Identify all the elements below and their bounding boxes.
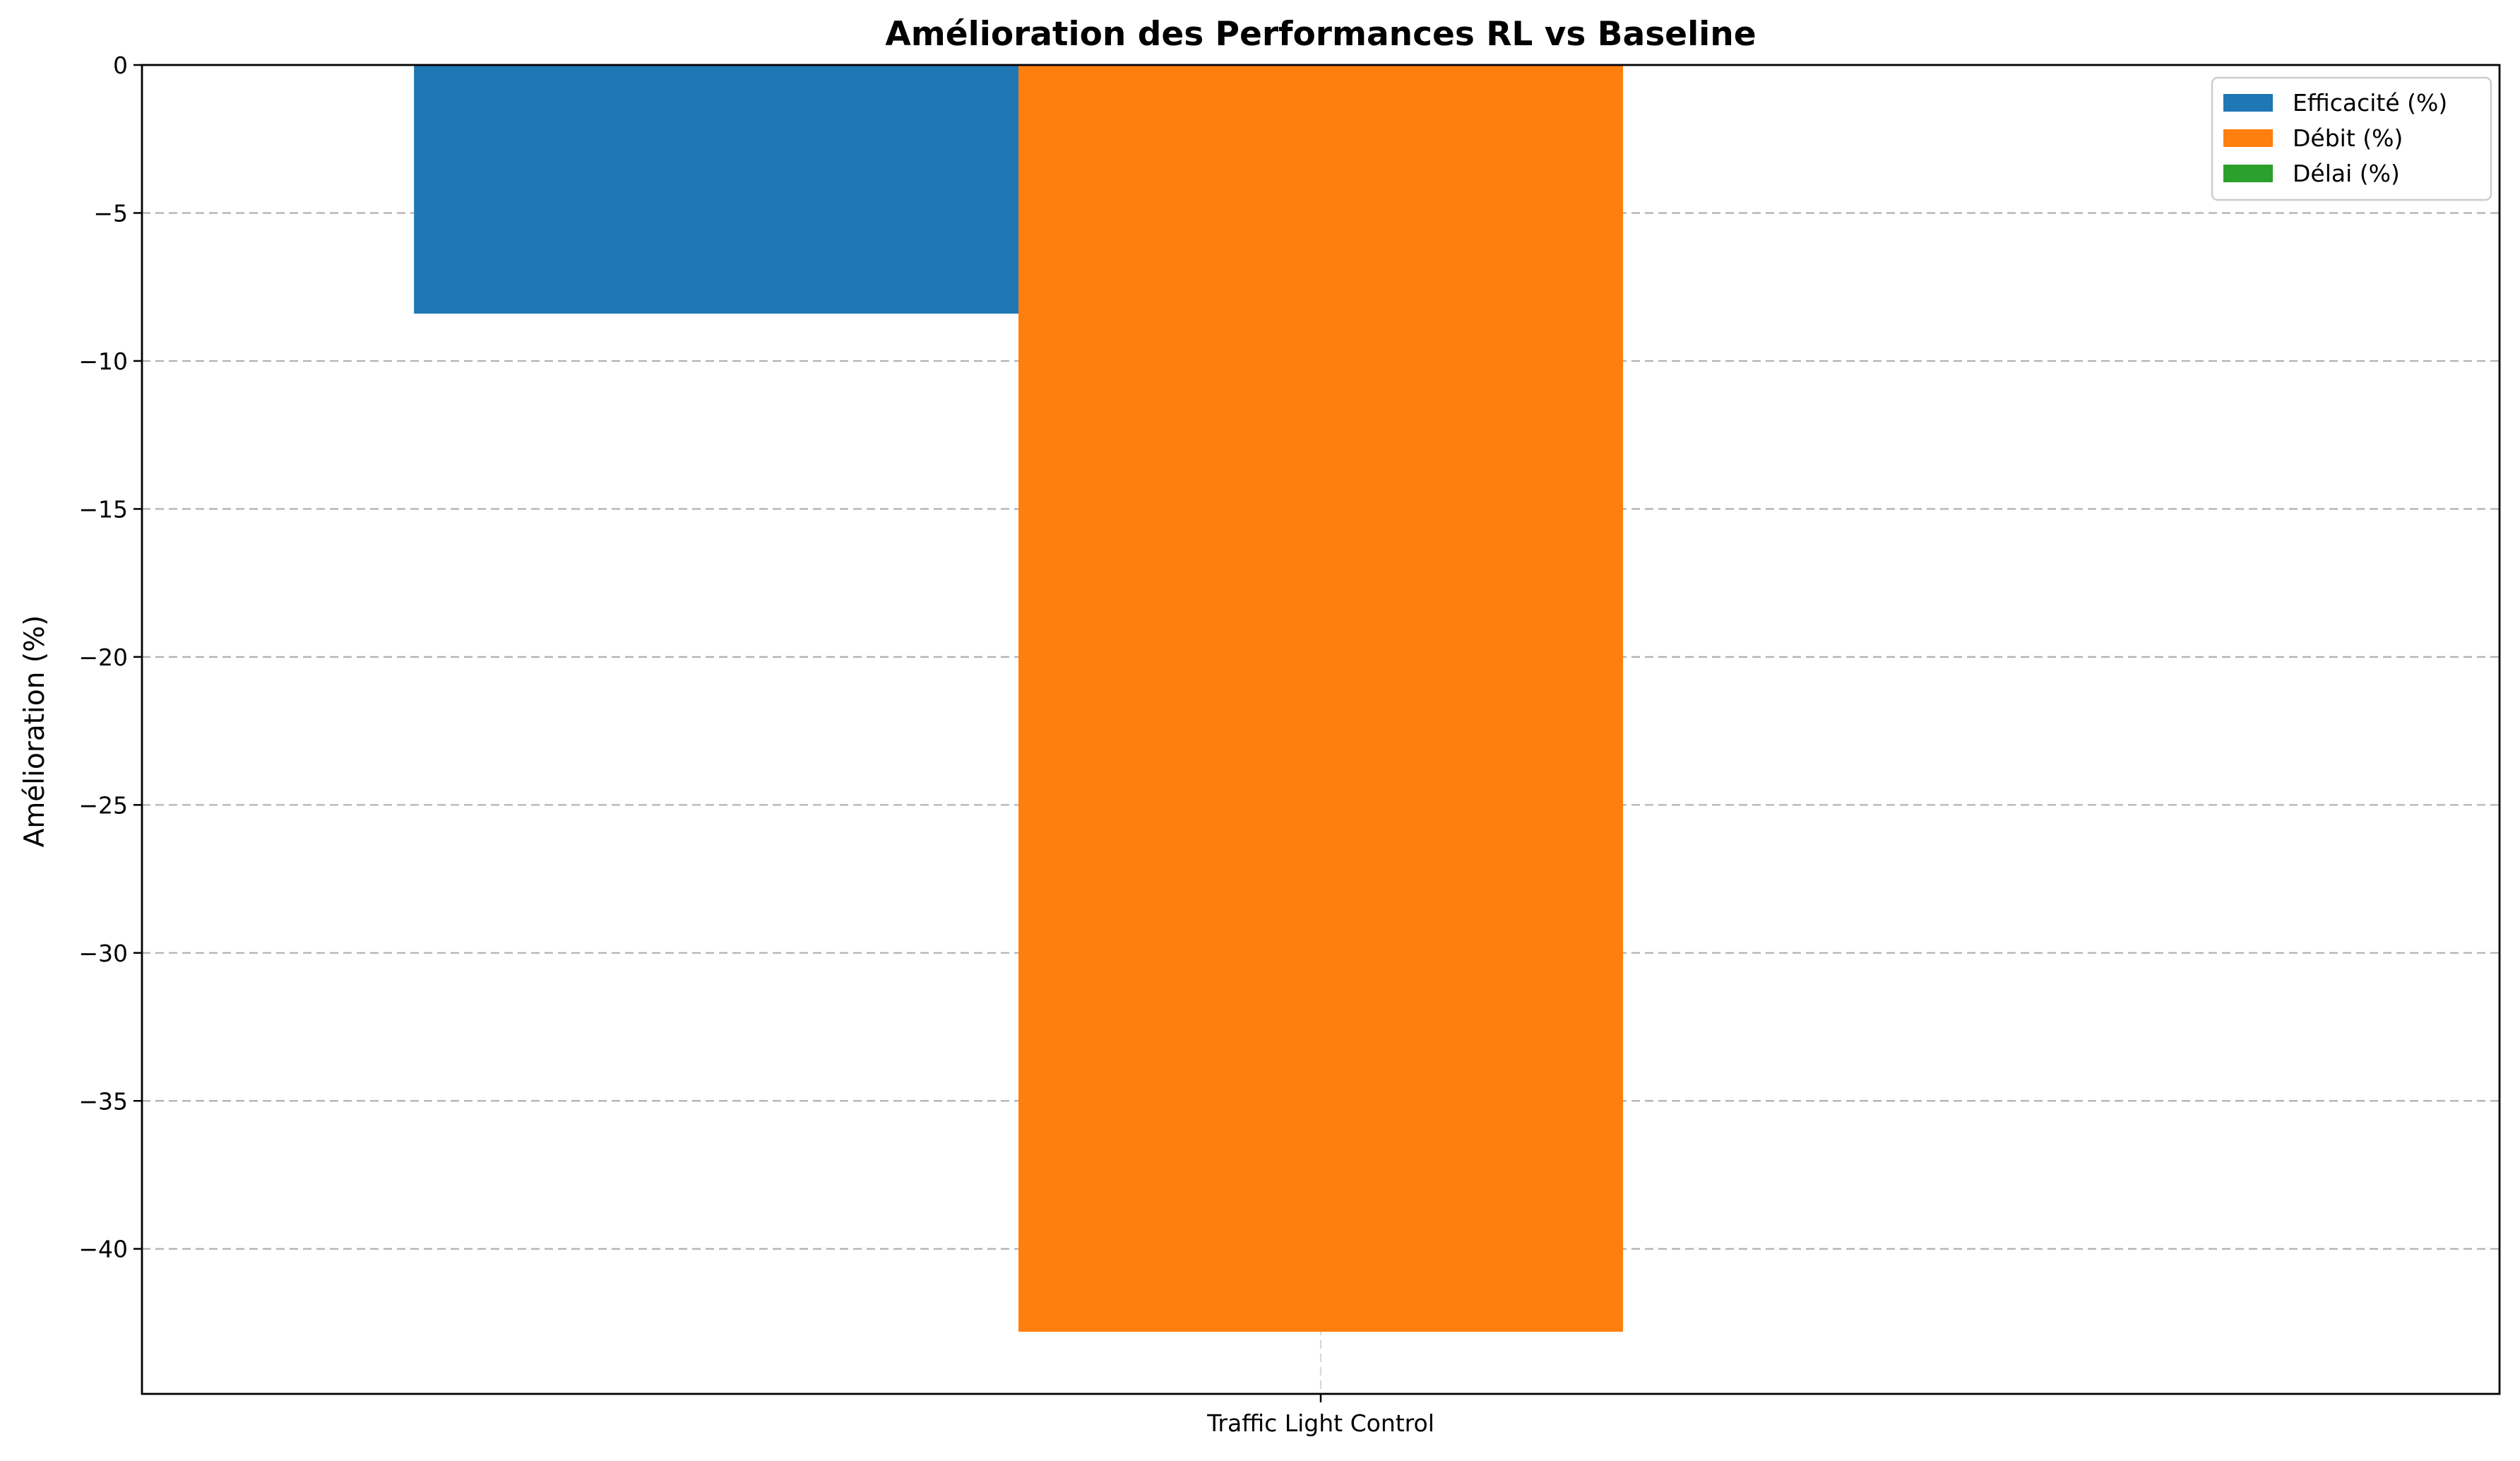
legend-swatch bbox=[2223, 165, 2273, 182]
bars bbox=[414, 65, 1623, 1332]
legend-swatch bbox=[2223, 129, 2273, 147]
y-tick-label: −35 bbox=[78, 1087, 128, 1115]
y-tick-label: −25 bbox=[78, 791, 128, 819]
legend-swatch bbox=[2223, 94, 2273, 112]
y-tick-label: −20 bbox=[78, 644, 128, 671]
y-tick-label: −10 bbox=[78, 348, 128, 375]
y-axis-label: Amélioration (%) bbox=[19, 615, 51, 848]
legend-label: Efficacité (%) bbox=[2293, 89, 2447, 117]
chart-title: Amélioration des Performances RL vs Base… bbox=[885, 15, 1756, 54]
bar-1 bbox=[1018, 65, 1623, 1332]
legend-box bbox=[2211, 76, 2492, 201]
y-tick-label: −40 bbox=[78, 1236, 128, 1263]
x-tick-label: Traffic Light Control bbox=[1206, 1409, 1434, 1437]
legend-label: Délai (%) bbox=[2293, 160, 2400, 187]
legend: Efficacité (%) Débit (%) Délai (%) bbox=[2211, 76, 2492, 201]
bar-0 bbox=[414, 65, 1019, 314]
legend-label: Débit (%) bbox=[2293, 124, 2403, 152]
y-tick-label: −5 bbox=[93, 199, 128, 227]
y-tick-label: −15 bbox=[78, 495, 128, 523]
x-axis-ticks: Traffic Light Control bbox=[1206, 1394, 1434, 1437]
y-tick-label: −30 bbox=[78, 940, 128, 967]
y-tick-label: 0 bbox=[113, 52, 128, 79]
y-axis-ticks: 0 −5 −10 −15 −20 −25 −30 −35 −40 bbox=[78, 52, 142, 1263]
